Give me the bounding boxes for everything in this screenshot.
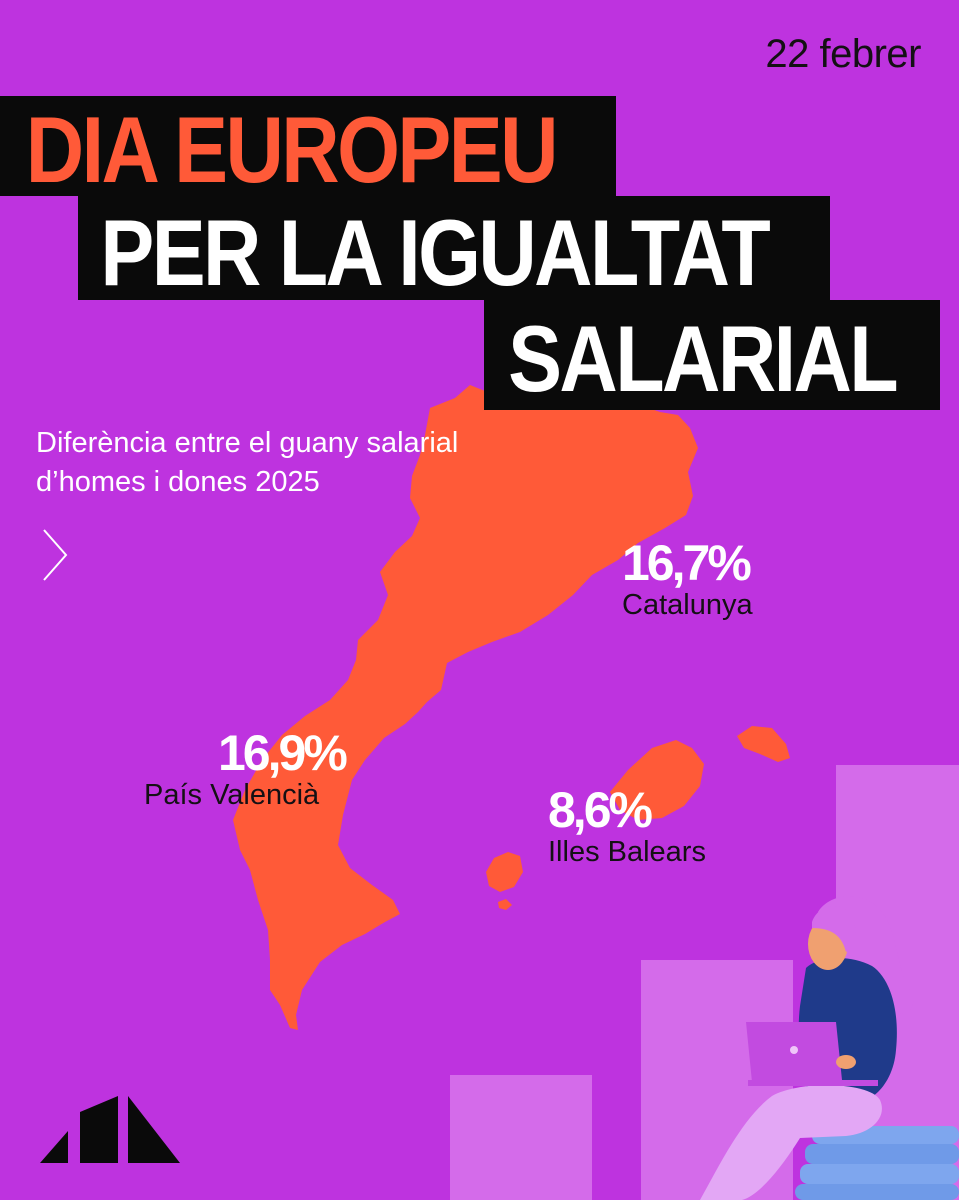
stat-percent: 8,6%: [548, 782, 653, 838]
title-line-2: PER LA IGUALTAT: [100, 200, 770, 305]
stat-region-name: País Valencià: [144, 779, 320, 811]
stat-percent: 16,7%: [622, 535, 752, 591]
map-balears: [486, 726, 790, 910]
date-label: 22 febrer: [765, 32, 921, 76]
subtitle: Diferència entre el guany salarial d’hom…: [36, 427, 459, 498]
title-line-1: DIA EUROPEU: [25, 97, 559, 202]
title-line-3-box: SALARIAL: [484, 300, 940, 410]
title-line-3: SALARIAL: [508, 306, 899, 411]
map-catalunya-valencia: [233, 385, 698, 1030]
stat-illes-balears: 8,6% Illes Balears: [548, 785, 706, 870]
stat-pais-valencia: 16,9% País Valencià: [144, 725, 348, 813]
stat-region-name: Catalunya: [622, 589, 753, 621]
title-line-1-box: DIA EUROPEU: [0, 96, 616, 202]
stat-catalunya: 16,7% Catalunya: [622, 538, 753, 623]
title-line-2-box: PER LA IGUALTAT: [78, 196, 830, 300]
chevron-right-icon[interactable]: [40, 528, 70, 582]
stat-percent: 16,9%: [218, 725, 348, 781]
woman-with-laptop-illustration: [700, 896, 959, 1200]
party-logo: [40, 1096, 180, 1163]
stat-region-name: Illes Balears: [548, 836, 706, 868]
